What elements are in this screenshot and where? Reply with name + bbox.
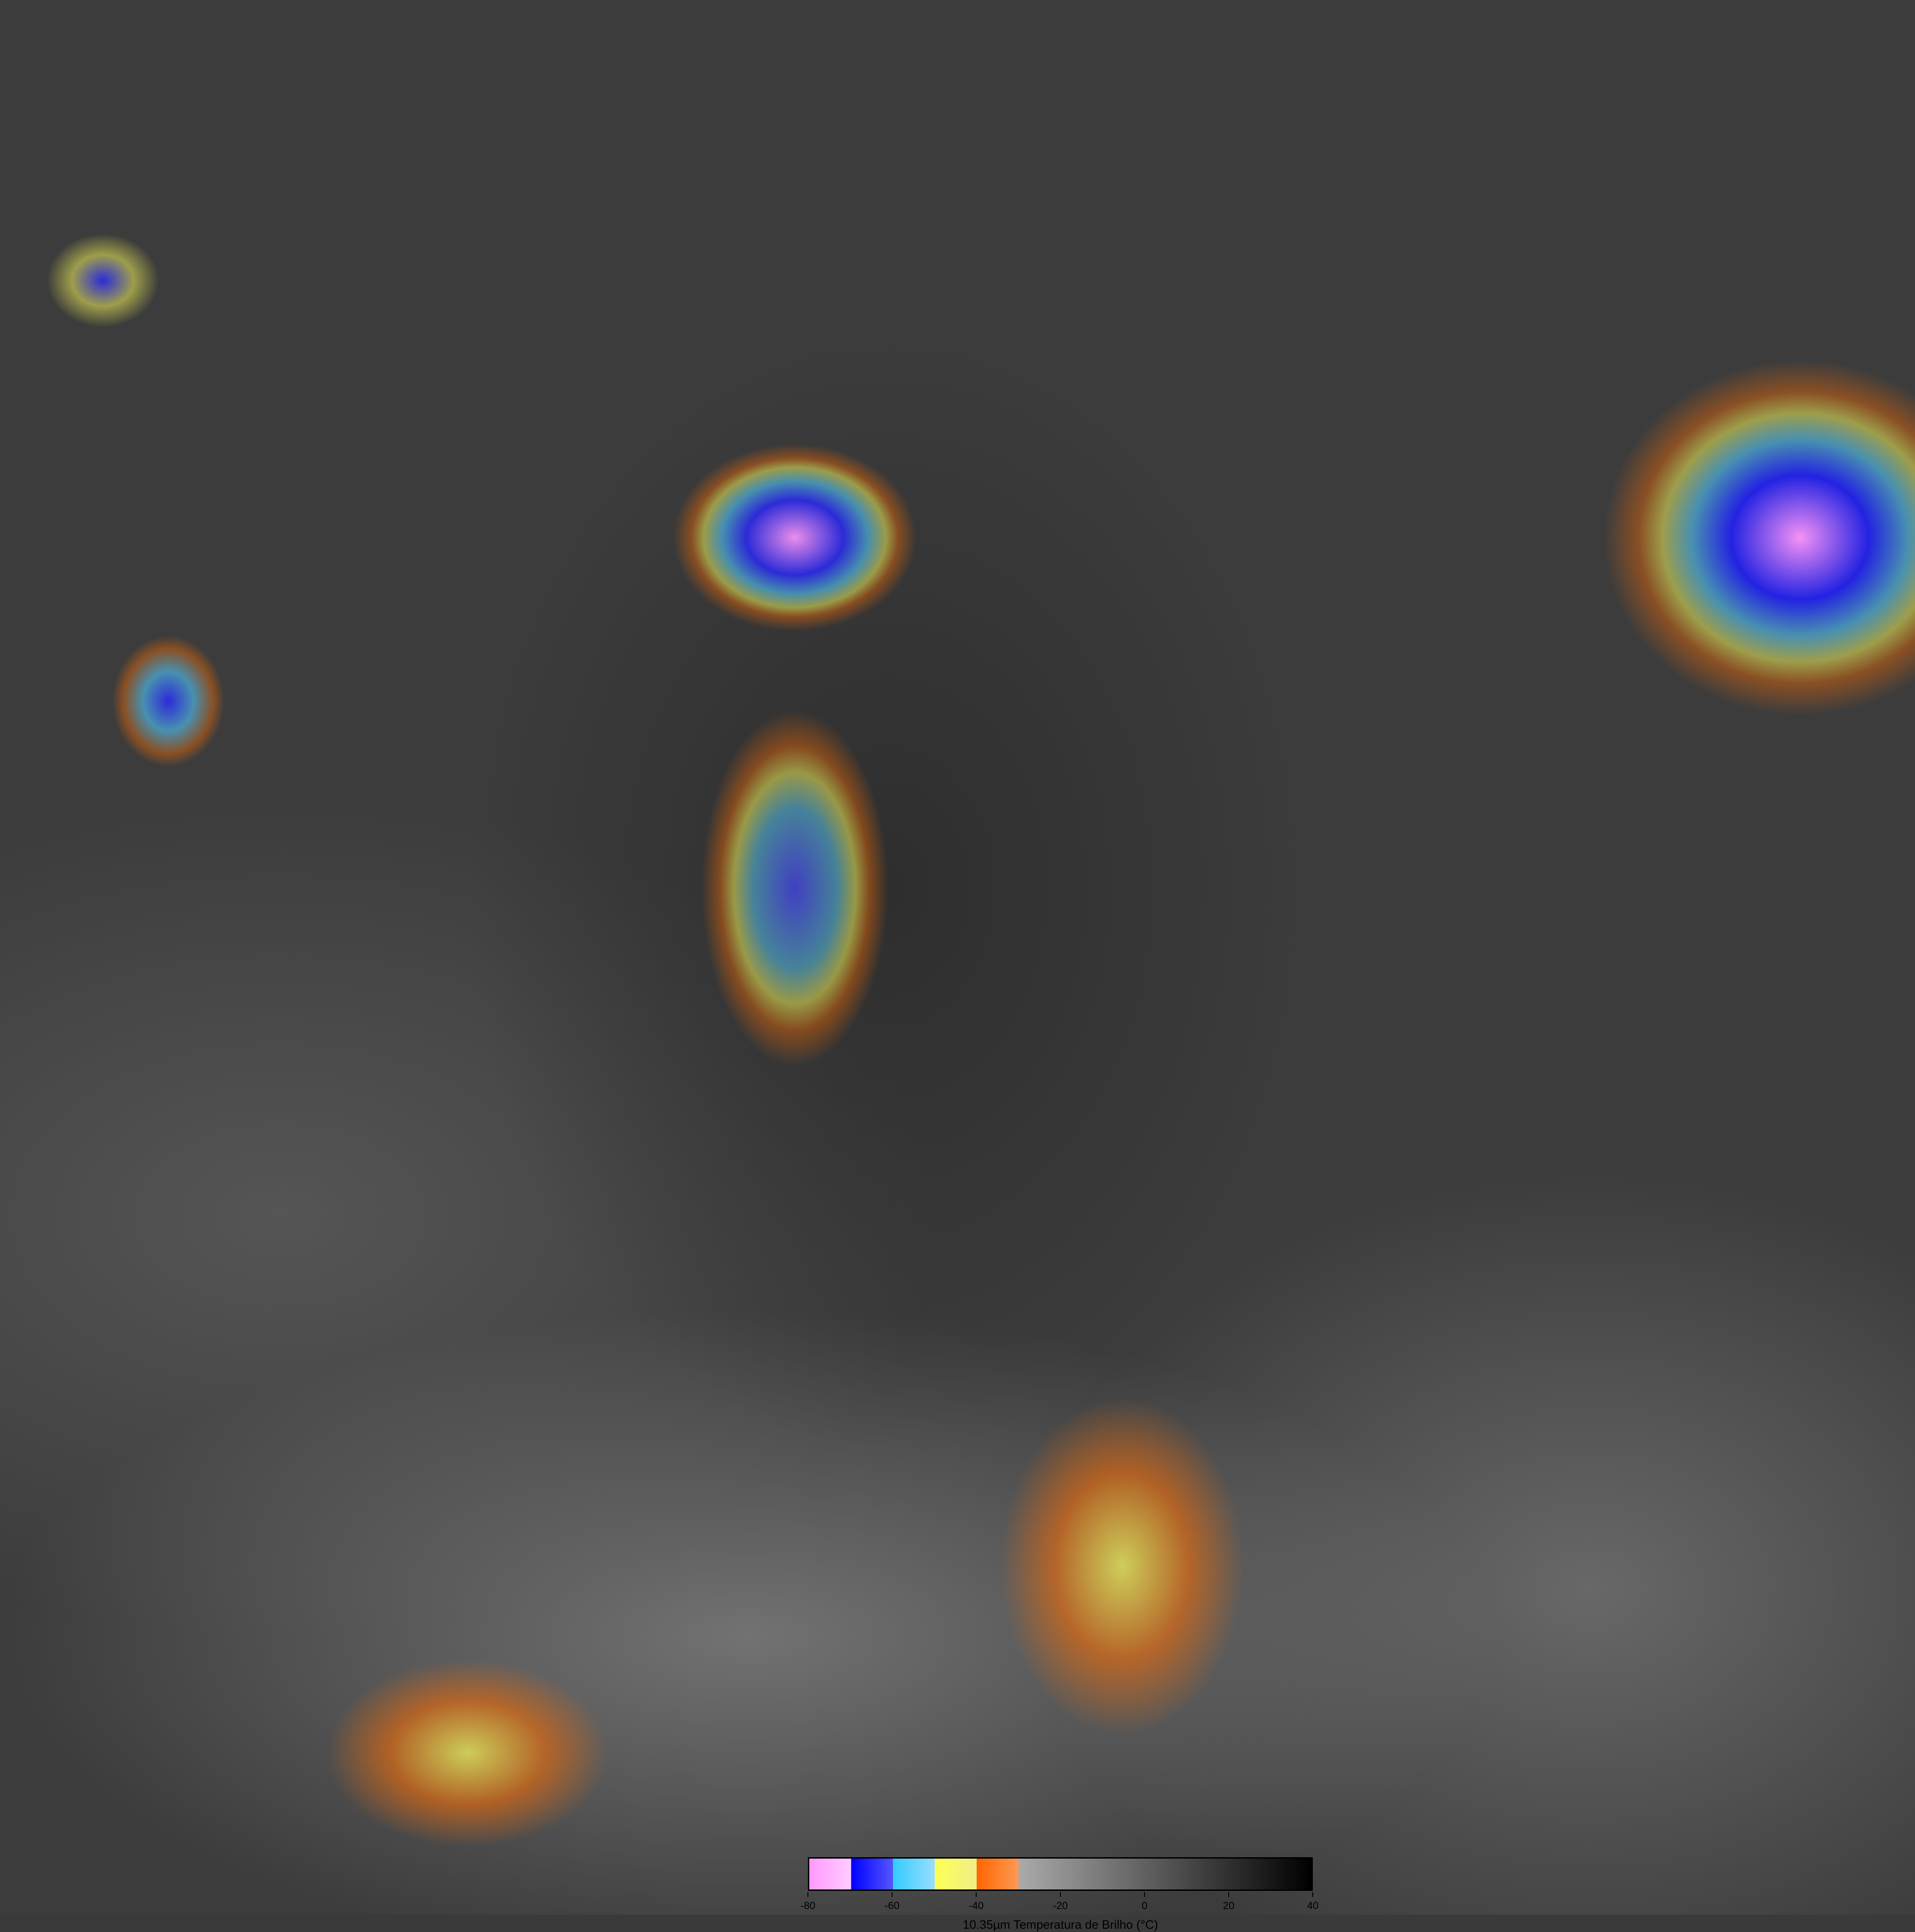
colorbar-tick bbox=[807, 1892, 808, 1897]
colorbar-tick bbox=[1060, 1892, 1061, 1897]
colorbar-tick bbox=[1312, 1892, 1313, 1897]
colorbar-title: 10.35µm Temperatura de Brilho (°C) bbox=[963, 1918, 1158, 1932]
colorbar-tick-label: -40 bbox=[969, 1900, 984, 1911]
colorbar-tick bbox=[976, 1892, 977, 1897]
colorbar-tick-label: -20 bbox=[1053, 1900, 1068, 1911]
colorbar-tick-label: -60 bbox=[885, 1900, 900, 1911]
colorbar-tick bbox=[1228, 1892, 1229, 1897]
colorbar-tick bbox=[892, 1892, 893, 1897]
colorbar-tick bbox=[1144, 1892, 1145, 1897]
colorbar-tick-label: 0 bbox=[1141, 1900, 1148, 1911]
temperature-colorbar bbox=[808, 1857, 1313, 1891]
colorbar-tick-label: 20 bbox=[1223, 1900, 1235, 1911]
colorbar-tick-label: -80 bbox=[800, 1900, 815, 1911]
colorbar-tick-label: 40 bbox=[1307, 1900, 1319, 1911]
